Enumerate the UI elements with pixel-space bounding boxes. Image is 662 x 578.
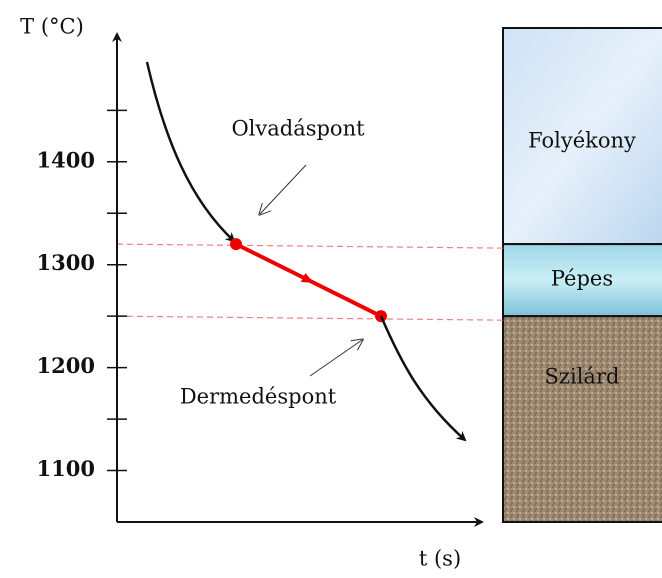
y-tick-label: 1300 [37, 250, 95, 275]
plateau [236, 244, 381, 316]
y-tick-label: 1200 [37, 353, 95, 378]
dashed-line [117, 244, 503, 248]
y-tick-label: 1100 [37, 456, 95, 481]
dashed-line [117, 316, 503, 320]
annotation: Dermedéspont [180, 385, 337, 409]
y-axis-label: T (°C) [20, 15, 84, 39]
y-tick-label: 1400 [37, 147, 95, 172]
cooling-curve [381, 316, 465, 440]
annotation-arrow [310, 340, 362, 376]
annotation-arrow [260, 165, 306, 214]
annotation: Olvadáspont [231, 117, 365, 141]
plot: Folyékony Pépes Szilárd T (°C) t (s) 1100 1200… [20, 15, 662, 571]
diagram: Folyékony Pépes Szilárd T (°C) t (s) 1100 1200… [0, 0, 662, 578]
cooling-curve [147, 62, 234, 241]
x-axis-label: t (s) [419, 547, 461, 571]
zone-label: Folyékony [528, 129, 636, 153]
zone-label: Szilárd [545, 365, 620, 389]
melting-point [230, 238, 242, 250]
solid-zone [503, 316, 662, 522]
zone-label: Pépes [551, 267, 613, 291]
